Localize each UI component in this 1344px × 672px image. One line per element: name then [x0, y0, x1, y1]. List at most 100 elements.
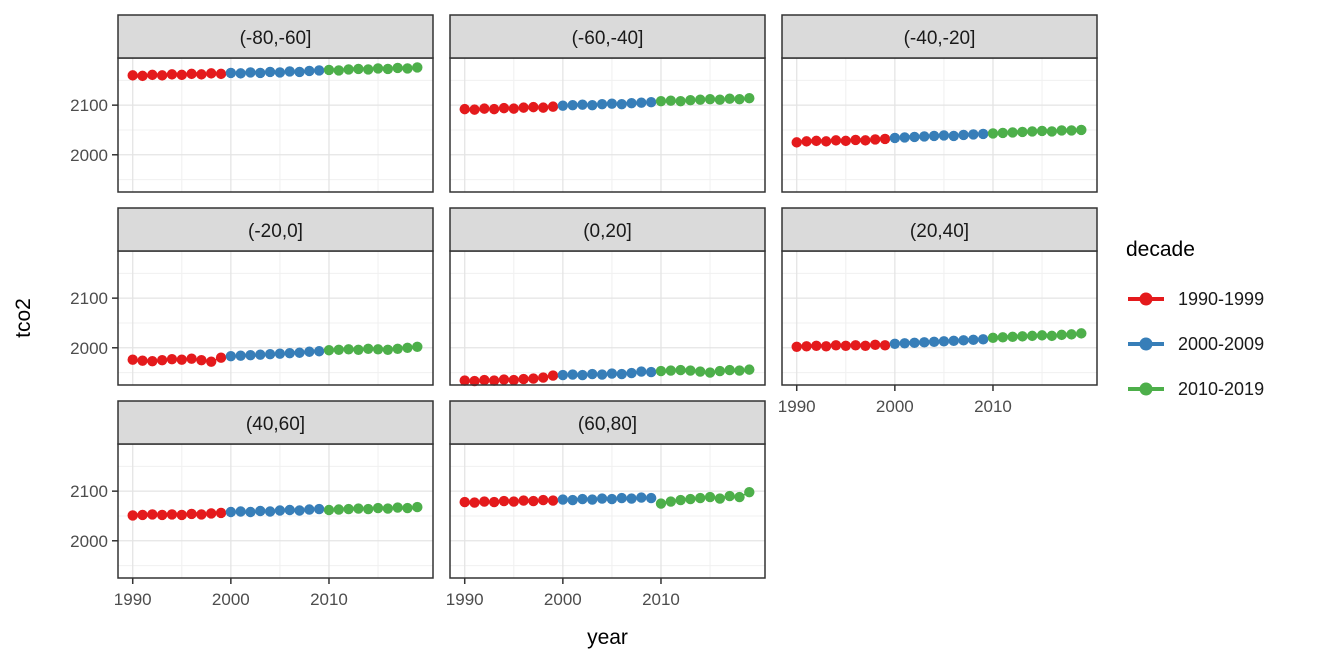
data-point: [215, 68, 227, 80]
data-point: [488, 103, 500, 115]
data-point: [685, 365, 696, 376]
data-point: [714, 94, 726, 105]
data-point: [186, 353, 197, 364]
data-point: [1036, 330, 1048, 341]
y-tick-label: 2100: [70, 289, 108, 308]
legend-entry-2010-2019: 2010-2019: [1126, 377, 1264, 401]
data-point: [724, 364, 735, 376]
data-point: [987, 128, 999, 139]
data-point: [636, 366, 647, 377]
data-point: [264, 66, 276, 78]
data-point: [127, 510, 138, 521]
data-point: [137, 70, 148, 82]
facet-strip: [117, 14, 434, 59]
data-point: [801, 341, 812, 352]
data-point: [264, 506, 276, 517]
data-point: [402, 342, 413, 353]
data-point: [830, 135, 842, 146]
data-point: [567, 99, 578, 111]
data-point: [860, 135, 871, 146]
data-point: [402, 502, 413, 514]
y-tick-label: 2000: [70, 146, 108, 165]
x-axis-title: year: [587, 626, 628, 649]
data-point: [196, 354, 207, 366]
data-point: [626, 97, 637, 109]
data-point: [498, 374, 510, 385]
data-point: [948, 130, 959, 142]
data-point: [255, 349, 266, 360]
data-point: [655, 95, 667, 107]
legend-entry-1990-1999: 1990-1999: [1126, 287, 1264, 311]
data-point: [958, 129, 969, 141]
data-point: [645, 492, 657, 504]
data-point: [225, 506, 237, 518]
data-point: [1046, 330, 1058, 342]
data-point: [695, 492, 706, 504]
data-point: [333, 344, 344, 355]
data-point: [392, 343, 403, 354]
facet-strip: [449, 14, 766, 59]
data-point: [1056, 329, 1067, 341]
data-point: [479, 496, 490, 507]
facet-(-80,-60]: (-80,-60] 2000 2100: [70, 14, 434, 193]
data-point: [928, 336, 940, 348]
data-point: [1066, 125, 1077, 136]
data-point: [734, 365, 745, 376]
data-point: [606, 368, 618, 379]
facet-(60,80]: (60,80] 1990 2000 2010: [446, 400, 766, 609]
data-point: [137, 355, 148, 366]
data-point: [1036, 125, 1048, 137]
data-point: [675, 364, 686, 376]
data-point: [909, 131, 920, 143]
data-point: [156, 70, 168, 81]
data-point: [879, 133, 891, 145]
data-point: [323, 504, 335, 516]
data-point: [987, 332, 999, 344]
x-tick-label: 2010: [642, 590, 680, 609]
data-point: [606, 98, 618, 109]
data-point: [557, 494, 569, 505]
data-point: [206, 356, 217, 367]
data-point: [606, 493, 618, 505]
panel-background: [450, 58, 765, 192]
facet-strip: [117, 400, 434, 445]
data-point: [665, 365, 676, 376]
data-point: [274, 505, 286, 516]
data-point: [744, 486, 755, 498]
data-point: [685, 493, 696, 505]
data-point: [997, 127, 1008, 139]
facet-(-40,-20]: (-40,-20]: [781, 14, 1098, 193]
legend-label: 2000-2009: [1178, 333, 1265, 354]
data-point: [518, 495, 529, 506]
data-point: [156, 354, 168, 366]
data-point: [372, 502, 384, 514]
facet-strip-label: (-40,-20]: [904, 28, 976, 49]
data-point: [811, 135, 822, 147]
data-point: [264, 349, 276, 360]
data-point: [488, 496, 500, 508]
data-point: [166, 509, 178, 520]
data-point: [363, 503, 374, 515]
data-point: [323, 345, 335, 356]
data-point: [294, 347, 305, 358]
data-point: [137, 509, 148, 521]
data-point: [811, 340, 822, 351]
data-point: [166, 69, 178, 80]
x-tick-label: 2010: [974, 397, 1012, 416]
data-point: [675, 95, 686, 107]
data-point: [1027, 126, 1038, 137]
data-point: [587, 494, 598, 505]
data-point: [382, 344, 394, 355]
data-point: [1056, 125, 1067, 136]
y-tick-label: 2100: [70, 482, 108, 501]
data-point: [235, 68, 246, 79]
data-point: [372, 63, 384, 74]
data-point: [714, 365, 726, 377]
data-point: [479, 103, 490, 114]
data-point: [186, 68, 197, 80]
data-point: [274, 67, 286, 78]
facet-strip: [449, 400, 766, 445]
data-point: [840, 135, 851, 147]
